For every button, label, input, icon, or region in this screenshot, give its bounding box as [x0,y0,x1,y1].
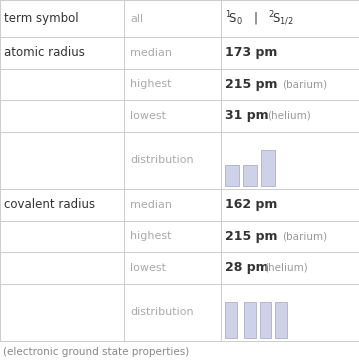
Text: distribution: distribution [130,307,194,318]
Text: lowest: lowest [130,263,166,273]
Text: 215 pm: 215 pm [225,230,278,243]
Bar [243,165,257,186]
Text: lowest: lowest [130,111,166,121]
Bar [244,302,256,338]
Text: median: median [130,48,172,58]
Text: highest: highest [130,79,172,89]
Text: (barium): (barium) [283,79,328,89]
Text: $^{1}\!$S$_0$   |   $^{2}\!$S$_{1/2}$: $^{1}\!$S$_0$ | $^{2}\!$S$_{1/2}$ [225,9,294,28]
Text: (barium): (barium) [283,232,328,241]
Bar [260,302,271,338]
Text: 215 pm: 215 pm [225,78,278,91]
Text: (helium): (helium) [265,263,308,273]
Text: covalent radius: covalent radius [4,199,95,211]
Bar [261,150,275,186]
Text: median: median [130,200,172,210]
Text: all: all [130,13,144,24]
Bar [225,165,239,186]
Bar [225,302,237,338]
Text: 28 pm: 28 pm [225,261,269,274]
Text: (helium): (helium) [267,111,311,121]
Text: term symbol: term symbol [4,12,79,25]
Text: 162 pm: 162 pm [225,199,278,211]
Text: distribution: distribution [130,155,194,166]
Text: atomic radius: atomic radius [4,46,85,60]
Text: 173 pm: 173 pm [225,46,278,60]
Text: (electronic ground state properties): (electronic ground state properties) [3,347,189,357]
Bar [275,302,287,338]
Text: 31 pm: 31 pm [225,109,269,122]
Text: highest: highest [130,232,172,241]
